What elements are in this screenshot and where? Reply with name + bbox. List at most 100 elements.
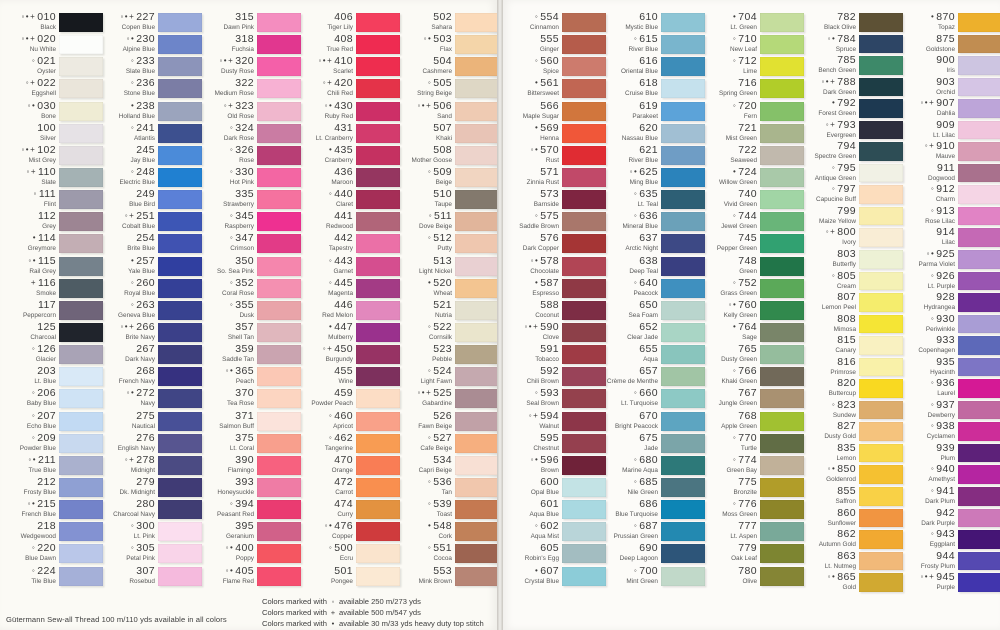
color-entry-704: • 704 Lt. Green: [705, 12, 804, 34]
color-name: Blue Bird: [129, 201, 155, 209]
color-name: True Red: [326, 46, 353, 54]
color-column-6: ◦ 554 Cinnamon 555 Ginger ◦ 560 Spice • 561 Bitter…: [507, 12, 606, 594]
color-label: 765 Dusty Green: [705, 344, 760, 366]
color-entry-462: ◦ 462 Tangerine: [301, 432, 400, 455]
color-swatch: [257, 411, 301, 431]
color-swatch: [158, 455, 202, 475]
color-label: 909 Lt. Lilac: [903, 119, 958, 142]
color-number: 527: [433, 431, 452, 444]
color-label: ◦ 720 Fern: [705, 100, 760, 123]
availability-marks: ◦: [633, 476, 639, 486]
color-number: 602: [540, 520, 559, 533]
color-label: ◦ 220 Blue Dawn: [4, 543, 59, 565]
color-number: 511: [434, 210, 452, 223]
color-name: Peasant Red: [217, 511, 254, 519]
color-entry-408: 408 True Red: [301, 34, 400, 56]
color-entry-505: ◦ 505 String Beige: [400, 78, 499, 100]
color-swatch: [562, 477, 606, 497]
color-number: 430: [334, 99, 353, 112]
color-entry-504: 504 Cashmere: [400, 56, 499, 78]
color-label: 267 Dark Navy: [103, 344, 158, 366]
color-number: 420: [334, 77, 353, 90]
color-swatch: [958, 465, 1000, 484]
availability-marks: ◦•+: [920, 98, 936, 108]
color-name: Nu White: [29, 46, 56, 54]
color-entry-712: ◦ 712 Lime: [705, 56, 804, 78]
availability-marks: ◦: [130, 166, 136, 176]
color-swatch: [158, 234, 202, 254]
color-label: ◦ 347 Crimson: [202, 233, 257, 255]
color-number: 588: [540, 298, 559, 311]
color-number: 805: [837, 269, 856, 282]
color-label: ◦ 560 Spice: [507, 56, 562, 78]
color-name: Opal Blue: [530, 488, 559, 496]
color-entry-307: 307 Rosebud: [103, 565, 202, 588]
color-number: 266: [136, 320, 155, 333]
color-swatch: [59, 345, 103, 365]
color-name: Canary: [835, 347, 856, 355]
page-left-columns: ◦•+ 010 Black ◦•+ 020 Nu White ◦ 021 Oyster ◦+ 022…: [0, 0, 499, 588]
color-swatch: [760, 345, 804, 365]
color-entry-022: ◦+ 022 Eggshell: [4, 78, 103, 100]
color-entry-767: 767 Jungle Green: [705, 388, 804, 410]
color-swatch: [59, 300, 103, 320]
color-label: ◦ 575 Saddle Brown: [507, 211, 562, 233]
color-name: Navy: [140, 400, 155, 408]
color-number: 408: [334, 33, 353, 46]
color-number: 510: [433, 188, 452, 201]
color-number: 940: [936, 463, 955, 476]
color-number: 914: [936, 226, 955, 239]
color-number: 021: [37, 55, 56, 68]
color-number: 635: [639, 188, 658, 201]
color-name: Toast: [436, 511, 452, 519]
color-name: Rail Grey: [29, 267, 56, 275]
color-swatch: [257, 79, 301, 99]
color-name: Dark Purple: [921, 519, 955, 527]
color-label: ◦ 460 Apricot: [301, 410, 356, 433]
color-name: Laurel: [937, 390, 955, 398]
color-name: Sage: [742, 333, 757, 341]
color-label: 100 Silver: [4, 122, 59, 145]
color-number: 505: [433, 77, 452, 90]
color-number: 943: [936, 528, 955, 541]
color-entry-117: 117 Peppercorn: [4, 299, 103, 322]
color-swatch: [859, 99, 903, 118]
color-swatch: [257, 57, 301, 77]
color-number: 126: [37, 343, 56, 356]
availability-marks: ◦: [31, 565, 37, 575]
color-name: Ecru: [339, 555, 353, 563]
color-name: Flint: [43, 201, 56, 209]
color-name: Deep Teal: [629, 267, 658, 275]
color-entry-030: ◦• 030 Bone: [4, 100, 103, 123]
color-label: 501 Pongee: [301, 565, 356, 588]
color-number: 865: [837, 571, 856, 584]
color-name: Tapestry: [328, 245, 353, 253]
color-name: Lt. Cranberry: [315, 134, 353, 142]
color-swatch: [158, 522, 202, 542]
color-card-page-left: ◦•+ 010 Black ◦•+ 020 Nu White ◦ 021 Oyster ◦+ 022…: [0, 0, 499, 630]
color-label: 780 Olive: [705, 565, 760, 588]
color-swatch: [455, 35, 499, 55]
color-label: • 569 Henna: [507, 122, 562, 145]
color-number: 912: [936, 183, 955, 196]
color-label: 740 Vivid Green: [705, 189, 760, 211]
availability-marks: ◦: [930, 529, 936, 539]
color-number: 793: [837, 118, 856, 131]
color-label: 526 Fawn Beige: [400, 410, 455, 433]
color-entry-300: ◦ 300 Lt. Pink: [103, 521, 202, 543]
availability-marks: ◦: [328, 432, 334, 442]
availability-marks: ◦: [930, 464, 936, 474]
color-label: ◦ 539 Toast: [400, 499, 455, 521]
color-label: 816 Primrose: [804, 356, 859, 379]
availability-marks: ◦: [427, 499, 433, 509]
color-label: ◦ 443 Garnet: [301, 255, 356, 278]
color-number: 797: [837, 183, 856, 196]
color-entry-275: 275 Nautical: [103, 410, 202, 433]
color-swatch: [661, 234, 705, 254]
color-entry-808: 808 Mimosa: [804, 313, 903, 336]
color-name: Carrot: [335, 488, 353, 496]
color-name: Olive: [742, 577, 757, 585]
color-swatch: [859, 336, 903, 355]
color-entry-657: 657 Crème de Menthe: [606, 366, 705, 388]
color-number: 907: [936, 97, 955, 110]
